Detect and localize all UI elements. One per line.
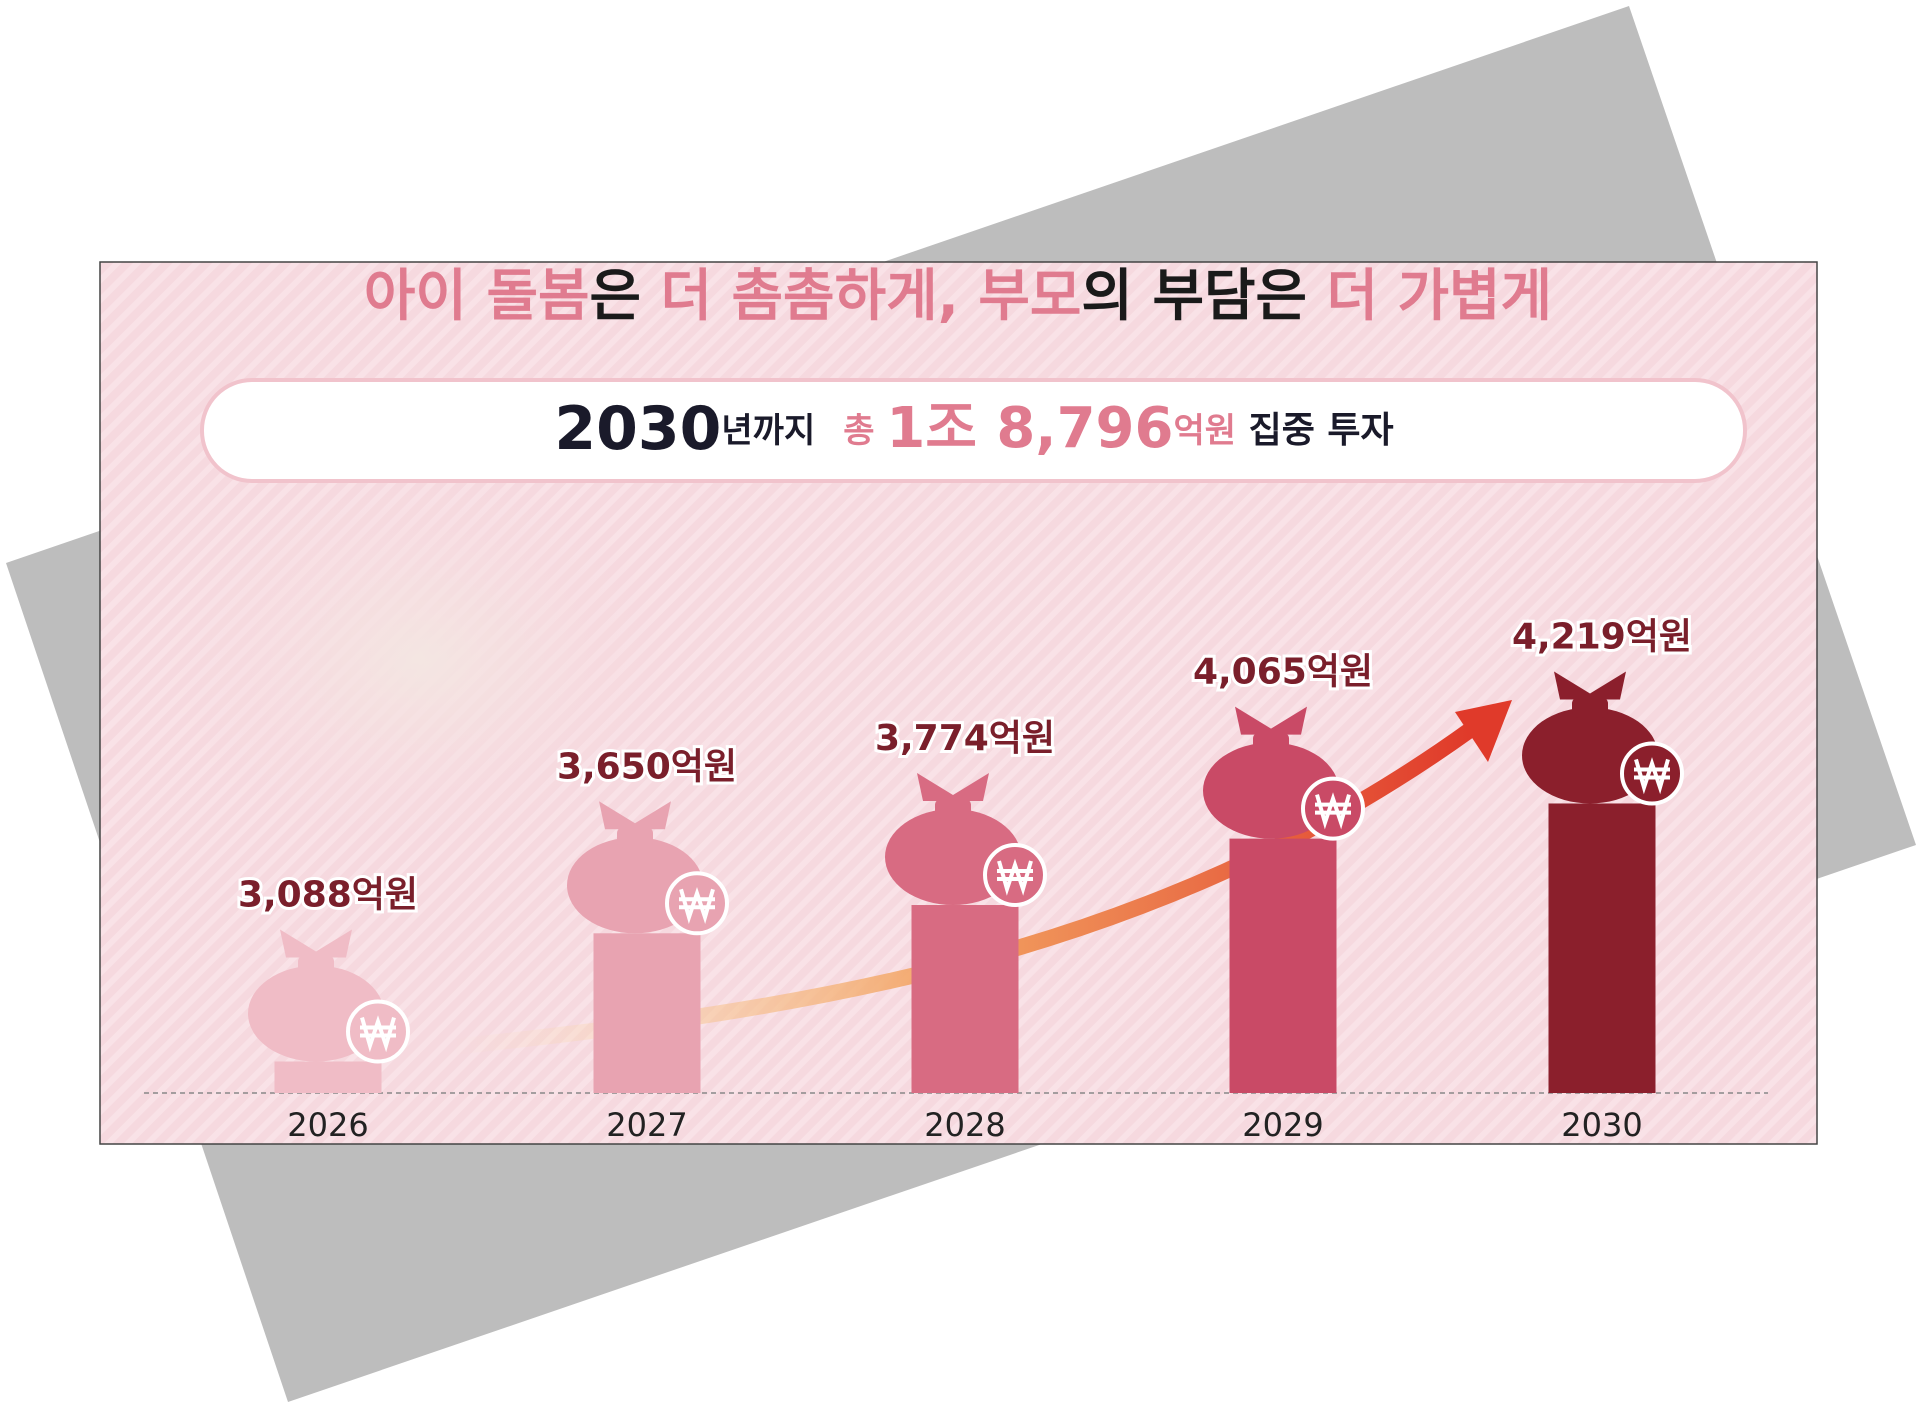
bag-knot — [1554, 671, 1626, 700]
coin-symbol — [1634, 757, 1670, 795]
x-tick-label: 2027 — [606, 1106, 687, 1144]
title-part: 아이 돌봄 — [364, 264, 590, 329]
title-part: 의 부담은 — [1081, 264, 1326, 329]
subtitle-pill — [200, 378, 1747, 483]
title-part: 은 — [589, 264, 660, 329]
title-part: 더 가볍게 — [1327, 264, 1553, 329]
bar — [911, 905, 1019, 1093]
title-part: 더 촘촘하게, 부모 — [661, 264, 1082, 329]
bag-neck — [1572, 697, 1608, 718]
bag-knot — [1235, 706, 1307, 735]
x-tick-label: 2026 — [287, 1106, 368, 1144]
subtitle-part: 년까지 — [721, 411, 815, 451]
coin — [1301, 776, 1365, 841]
bar — [593, 933, 701, 1093]
bar — [274, 1061, 382, 1093]
bag-neck — [298, 955, 334, 976]
family-photo — [160, 460, 680, 860]
value-label: 3,650억원 — [557, 746, 737, 787]
subtitle: 2030년까지 총 1조 8,796억원 집중 투자 — [554, 394, 1393, 464]
value-label: 4,065억원 — [1193, 652, 1373, 693]
bar — [1229, 838, 1337, 1093]
money-bag — [1203, 706, 1365, 841]
bag-knot — [280, 929, 352, 958]
x-tick-label: 2028 — [924, 1106, 1005, 1144]
coin-symbol — [360, 1015, 396, 1053]
x-tick-label: 2029 — [1242, 1106, 1323, 1144]
coin-symbol — [997, 858, 1033, 896]
value-label: 3,088억원 — [238, 875, 418, 916]
coin — [346, 999, 410, 1064]
money-bag — [1522, 671, 1684, 806]
money-bag — [885, 773, 1047, 908]
subtitle-part: 2030 — [554, 394, 721, 464]
trend-arrowhead — [1455, 700, 1512, 762]
subtitle-part: 억원 — [1173, 411, 1236, 451]
title: 아이 돌봄은 더 촘촘하게, 부모의 부담은 더 가볍게 — [364, 264, 1552, 329]
money-bag — [567, 801, 729, 936]
coin-symbol — [1315, 792, 1351, 830]
coin — [665, 871, 729, 936]
money-bag — [248, 929, 410, 1064]
value-label: 4,219억원 — [1512, 616, 1692, 657]
value-label: 3,774억원 — [875, 718, 1055, 759]
subtitle-part: 집중 투자 — [1236, 410, 1394, 451]
bag-neck — [1253, 732, 1289, 753]
x-tick-label: 2030 — [1561, 1106, 1642, 1144]
coin — [1620, 741, 1684, 806]
coin — [983, 843, 1047, 908]
bag-neck — [617, 827, 653, 848]
subtitle-part: 총 — [843, 411, 886, 451]
bag-neck — [935, 799, 971, 820]
subtitle-part: 1조 8,796 — [886, 396, 1173, 461]
coin-symbol — [679, 886, 715, 925]
bar — [1548, 803, 1656, 1093]
bag-knot — [917, 773, 989, 802]
bag-knot — [599, 801, 671, 830]
